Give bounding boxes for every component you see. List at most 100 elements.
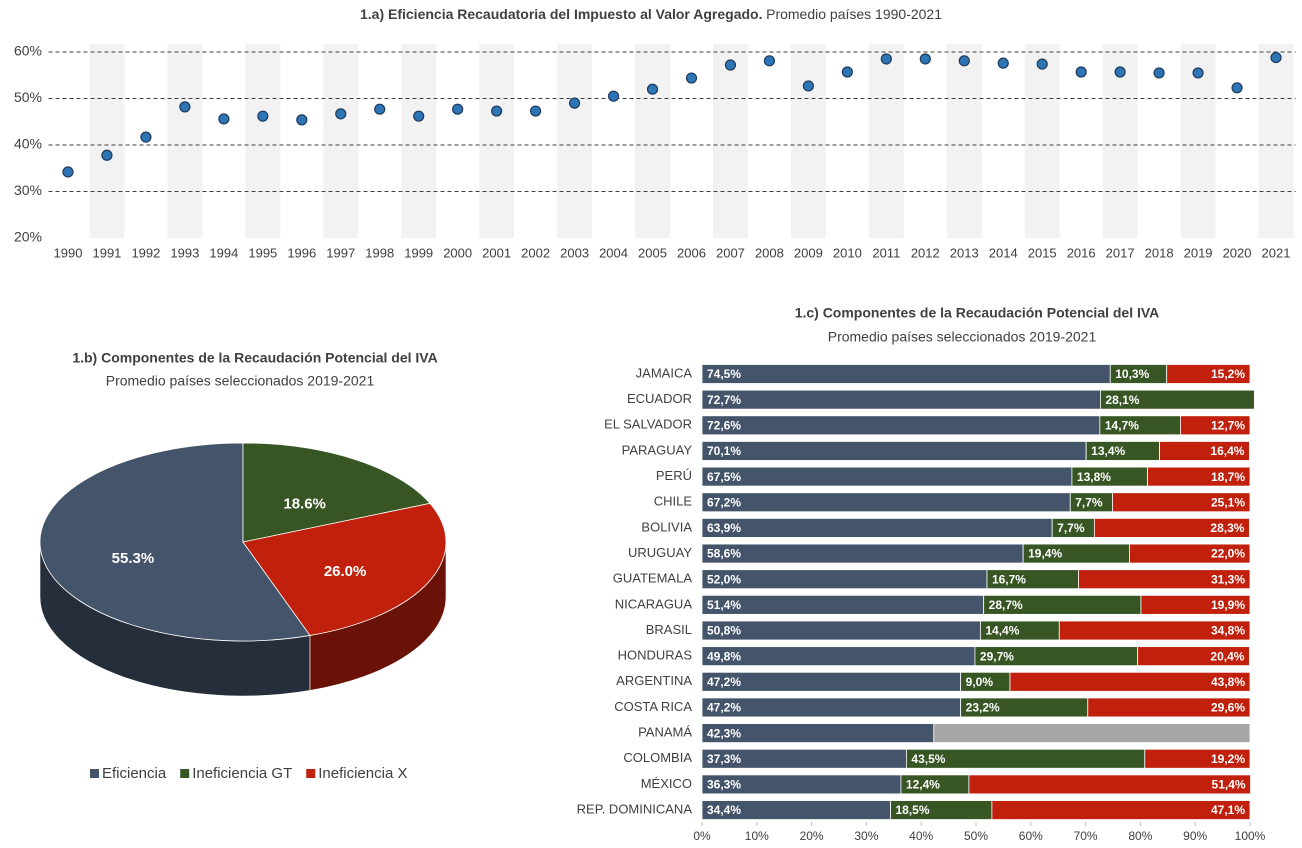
bar-label: 36,3% xyxy=(707,778,741,792)
bar-segment xyxy=(1078,569,1251,590)
x-tick-label: 2017 xyxy=(1106,245,1135,260)
bar-segment xyxy=(1058,620,1251,641)
bar-segment xyxy=(1159,441,1250,461)
category-label: GUATEMALA xyxy=(613,571,693,586)
legend-label: Ineficiencia X xyxy=(318,765,407,782)
title: 1.a) Eficiencia Recaudatoria del Impuest… xyxy=(360,6,763,22)
category-label: COSTA RICA xyxy=(614,699,692,714)
bar-segment xyxy=(701,441,1087,461)
bar-segment xyxy=(701,543,1024,564)
dot xyxy=(1192,67,1204,79)
category-label: BRASIL xyxy=(646,622,692,637)
bar-label: 19,4% xyxy=(1028,547,1062,561)
dot xyxy=(62,166,74,178)
band xyxy=(245,44,281,238)
bar-segment xyxy=(701,620,981,641)
chart-title: 1.a) Eficiencia Recaudatoria del Impuest… xyxy=(360,6,942,22)
x-tick-label: 70% xyxy=(1074,829,1098,843)
bar-label: 13,4% xyxy=(1091,444,1125,458)
bar-segment xyxy=(701,389,1101,410)
bar-label: 67,5% xyxy=(707,470,741,484)
dot xyxy=(763,55,776,67)
slice xyxy=(242,442,431,543)
dot xyxy=(1075,66,1087,78)
bar-label: 70,1% xyxy=(707,444,741,458)
bar-label: 14,7% xyxy=(1105,418,1139,432)
bar-label: 43,5% xyxy=(911,752,945,766)
bar-label: 23,2% xyxy=(966,701,1000,715)
y-tick-label: 50% xyxy=(14,89,42,105)
x-tick-label: 2005 xyxy=(638,245,667,260)
category-label: HONDURAS xyxy=(618,648,693,663)
bar-segment xyxy=(1099,389,1255,410)
bar-label: 9,0% xyxy=(966,675,994,689)
bar-label: 49,8% xyxy=(707,649,741,663)
category-label: BOLIVIA xyxy=(641,519,692,534)
dot xyxy=(374,103,386,115)
band xyxy=(89,44,125,238)
bar-segment xyxy=(1112,492,1251,513)
x-tick-label: 1995 xyxy=(248,245,277,260)
x-tick-label: 20% xyxy=(800,829,824,843)
dot xyxy=(841,66,853,78)
bar-label: 16,4% xyxy=(1210,444,1244,458)
chart-title: 1.b) Componentes de la Recaudación Poten… xyxy=(72,350,437,366)
bar-segment xyxy=(991,800,1251,820)
bar-label: 47,2% xyxy=(707,701,741,715)
bar-label: 47,1% xyxy=(1211,803,1245,817)
slice xyxy=(242,502,447,636)
bar-segment xyxy=(701,569,988,590)
category-label: ARGENTINA xyxy=(616,673,692,688)
bar-label: 22,0% xyxy=(1211,547,1245,561)
bar-label: 12,4% xyxy=(906,778,940,792)
bar-label: 50,8% xyxy=(707,624,741,638)
x-tick-label: 100% xyxy=(1235,829,1266,843)
bar-label: 31,3% xyxy=(1211,572,1245,586)
x-tick-label: 2011 xyxy=(872,245,900,260)
band xyxy=(1024,44,1060,238)
bar-segment xyxy=(1009,671,1251,692)
x-tick-label: 2019 xyxy=(1184,245,1213,260)
bar-label: 14,4% xyxy=(985,624,1019,638)
bar-label: 42,3% xyxy=(707,726,741,740)
slice-label: 26.0% xyxy=(324,563,367,580)
dot xyxy=(218,113,230,125)
legend-swatch xyxy=(90,769,99,778)
dot xyxy=(1153,67,1165,79)
bar-label: 28,1% xyxy=(1105,393,1139,407)
bar-label: 63,9% xyxy=(707,521,741,535)
x-tick-label: 2008 xyxy=(755,245,784,260)
x-tick-label: 1991 xyxy=(92,245,121,260)
dot xyxy=(335,108,347,120)
bar-label: 74,5% xyxy=(707,367,741,381)
bar-label: 72,6% xyxy=(707,418,741,432)
bar-label: 51,4% xyxy=(1212,778,1246,792)
bar-segment xyxy=(1147,466,1251,487)
bar-label: 34,4% xyxy=(707,803,741,817)
bar-label: 28,3% xyxy=(1210,521,1244,535)
x-tick-label: 2020 xyxy=(1223,245,1252,260)
slice xyxy=(39,442,311,642)
bar-label: 19,2% xyxy=(1211,752,1245,766)
bar-label: 20,4% xyxy=(1210,649,1244,663)
dot xyxy=(140,131,152,143)
bar-label: 16,7% xyxy=(992,572,1026,586)
missing-segment xyxy=(933,723,1251,743)
x-tick-label: 1996 xyxy=(287,245,316,260)
bar-label: 72,7% xyxy=(707,393,741,407)
bar-label: 28,7% xyxy=(989,598,1023,612)
x-tick-label: 0% xyxy=(693,829,711,843)
bar-segment xyxy=(701,415,1101,436)
category-label: URUGUAY xyxy=(628,545,692,560)
dot xyxy=(919,53,931,65)
x-tick-label: 40% xyxy=(909,829,933,843)
bar-label: 43,8% xyxy=(1211,675,1245,689)
bar-segment xyxy=(1180,415,1251,436)
y-tick-label: 40% xyxy=(14,136,42,152)
bar-label: 58,6% xyxy=(707,547,741,561)
dot xyxy=(491,105,503,117)
category-label: CHILE xyxy=(654,494,693,509)
bar-label: 37,3% xyxy=(707,752,741,766)
bar-segment xyxy=(701,364,1111,384)
